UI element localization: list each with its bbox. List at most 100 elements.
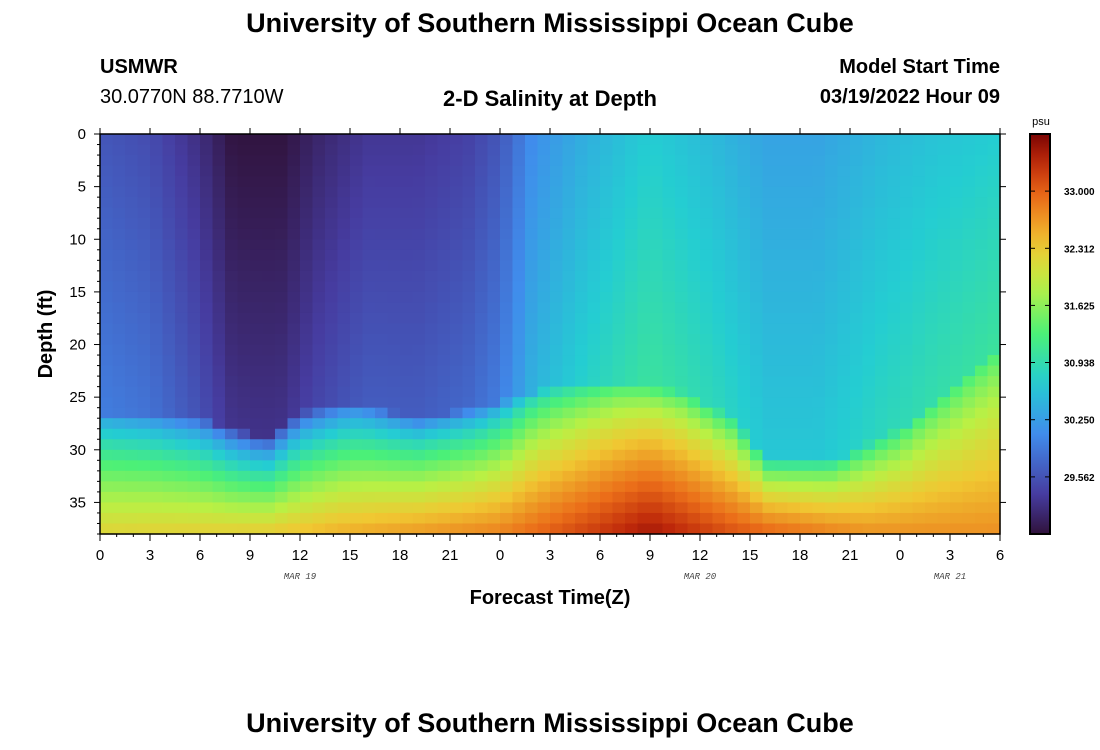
heatmap-cell (812, 270, 826, 282)
heatmap-cell (587, 523, 601, 535)
heatmap-cell (825, 302, 839, 314)
heatmap-cell (425, 502, 439, 514)
heatmap-cell (875, 270, 889, 282)
heatmap-cell (825, 344, 839, 356)
heatmap-cell (200, 134, 214, 146)
heatmap-cell (125, 302, 139, 314)
heatmap-cell (487, 239, 501, 251)
heatmap-cell (175, 502, 189, 514)
heatmap-cell (125, 176, 139, 188)
heatmap-cell (150, 186, 164, 198)
heatmap-cell (362, 397, 376, 409)
heatmap-cell (250, 281, 264, 293)
heatmap-cell (300, 228, 314, 240)
heatmap-cell (900, 386, 914, 398)
heatmap-cell (312, 397, 326, 409)
heatmap-cell (862, 218, 876, 230)
heatmap-cell (937, 281, 951, 293)
heatmap-cell (575, 291, 589, 304)
heatmap-cell (587, 291, 601, 304)
heatmap-cell (950, 407, 964, 419)
heatmap-cell (800, 460, 814, 472)
heatmap-cell (350, 186, 364, 198)
heatmap-cell (987, 418, 1001, 430)
heatmap-cell (262, 134, 276, 146)
heatmap-cell (725, 428, 739, 440)
heatmap-cell (525, 355, 539, 367)
heatmap-cell (562, 376, 576, 388)
heatmap-cell (387, 291, 401, 304)
heatmap-cell (650, 249, 664, 261)
heatmap-cell (762, 302, 776, 314)
heatmap-cell (937, 228, 951, 240)
heatmap-cell (800, 512, 814, 525)
heatmap-cell (887, 281, 901, 293)
heatmap-cell (300, 355, 314, 367)
heatmap-cell (200, 334, 214, 346)
heatmap-cell (850, 418, 864, 430)
heatmap-cell (850, 165, 864, 177)
heatmap-cell (662, 481, 676, 493)
heatmap-cell (575, 197, 589, 209)
heatmap-cell (900, 334, 914, 346)
heatmap-cell (187, 460, 201, 472)
heatmap-cell (487, 355, 501, 367)
heatmap-cell (612, 281, 626, 293)
heatmap-cell (437, 418, 451, 430)
station-id: USMWR (100, 56, 178, 78)
heatmap-cell (125, 312, 139, 325)
heatmap-cell (237, 428, 251, 440)
heatmap-cell (487, 397, 501, 409)
heatmap-cell (412, 228, 426, 240)
heatmap-cell (762, 418, 776, 430)
heatmap-cell (650, 470, 664, 482)
heatmap-cell (387, 344, 401, 356)
heatmap-cell (450, 344, 464, 356)
heatmap-cell (762, 397, 776, 409)
heatmap-cell (587, 491, 601, 504)
heatmap-cell (387, 523, 401, 535)
heatmap-cell (325, 439, 339, 451)
heatmap-cell (237, 228, 251, 240)
heatmap-cell (212, 197, 226, 209)
heatmap-cell (962, 418, 976, 430)
heatmap-cell (350, 270, 364, 282)
heatmap-cell (287, 344, 301, 356)
heatmap-cell (437, 460, 451, 472)
heatmap-cell (937, 365, 951, 377)
heatmap-cell (225, 470, 239, 482)
heatmap-cell (462, 523, 476, 535)
heatmap-cell (887, 323, 901, 335)
heatmap-cell (637, 502, 651, 514)
heatmap-cell (400, 270, 414, 282)
heatmap-cell (537, 134, 551, 146)
heatmap-cell (725, 397, 739, 409)
heatmap-cell (725, 270, 739, 282)
heatmap-cell (662, 460, 676, 472)
heatmap-cell (200, 428, 214, 440)
heatmap-cell (750, 155, 764, 167)
heatmap-cell (662, 239, 676, 251)
heatmap-cell (837, 155, 851, 167)
heatmap-cell (100, 334, 114, 346)
heatmap-cell (700, 155, 714, 167)
heatmap-cell (125, 355, 139, 367)
heatmap-cell (325, 491, 339, 504)
heatmap-cell (337, 302, 351, 314)
heatmap-cell (937, 376, 951, 388)
heatmap-cell (512, 365, 526, 377)
heatmap-cell (862, 449, 876, 461)
heatmap-cell (175, 397, 189, 409)
heatmap-cell (912, 428, 926, 440)
heatmap-cell (462, 418, 476, 430)
heatmap-cell (100, 491, 114, 504)
heatmap-cell (737, 155, 751, 167)
heatmap-cell (737, 481, 751, 493)
heatmap-cell (100, 449, 114, 461)
heatmap-cell (300, 470, 314, 482)
heatmap-cell (712, 270, 726, 282)
heatmap-cell (462, 197, 476, 209)
heatmap-cell (937, 176, 951, 188)
heatmap-cell (837, 260, 851, 272)
heatmap-cell (237, 302, 251, 314)
